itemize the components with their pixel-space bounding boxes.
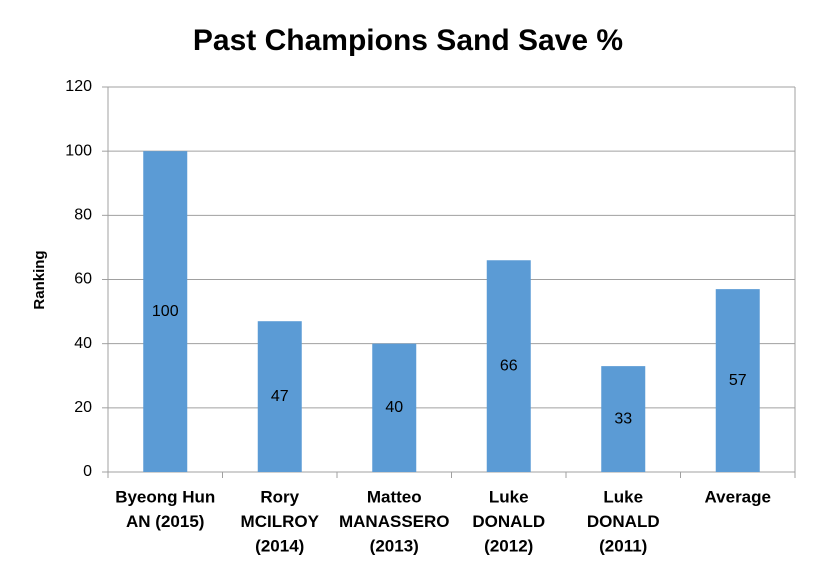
x-tick-label: Byeong Hun: [115, 487, 215, 506]
x-tick-label: (2011): [599, 536, 647, 555]
chart-title: Past Champions Sand Save %: [193, 24, 623, 57]
data-label: 66: [500, 357, 518, 374]
data-label: 47: [271, 388, 289, 405]
y-tick-label: 0: [83, 463, 92, 480]
x-tick-label: MANASSERO: [339, 512, 450, 531]
data-label: 57: [729, 372, 747, 389]
x-tick-label: Luke: [489, 487, 529, 506]
x-tick-label: Matteo: [367, 487, 422, 506]
x-tick-label: (2012): [484, 536, 533, 555]
y-tick-label: 20: [74, 399, 92, 416]
bar: [486, 260, 531, 472]
x-tick-label: DONALD: [472, 512, 545, 531]
data-label: 33: [614, 410, 632, 427]
y-tick-label: 100: [65, 142, 92, 159]
data-label: 40: [385, 399, 403, 416]
bar: [257, 321, 302, 472]
data-label: 100: [152, 303, 179, 320]
bar: [372, 343, 417, 472]
y-tick-label: 120: [65, 78, 92, 95]
y-tick-label: 40: [74, 335, 92, 352]
x-tick-label: (2013): [370, 536, 419, 555]
y-tick-label: 80: [74, 207, 92, 224]
y-axis-label: Ranking: [31, 250, 48, 309]
x-tick-label: (2014): [255, 536, 304, 555]
x-tick-label: DONALD: [587, 512, 660, 531]
bar: [601, 366, 646, 472]
bar: [143, 151, 188, 472]
x-tick-label: Rory: [260, 487, 299, 506]
x-tick-label: AN (2015): [126, 512, 204, 531]
x-tick-label: Luke: [603, 487, 643, 506]
y-tick-label: 60: [74, 271, 92, 288]
x-tick-label: Average: [705, 487, 771, 506]
x-tick-label: MCILROY: [241, 512, 320, 531]
bar: [715, 289, 760, 472]
